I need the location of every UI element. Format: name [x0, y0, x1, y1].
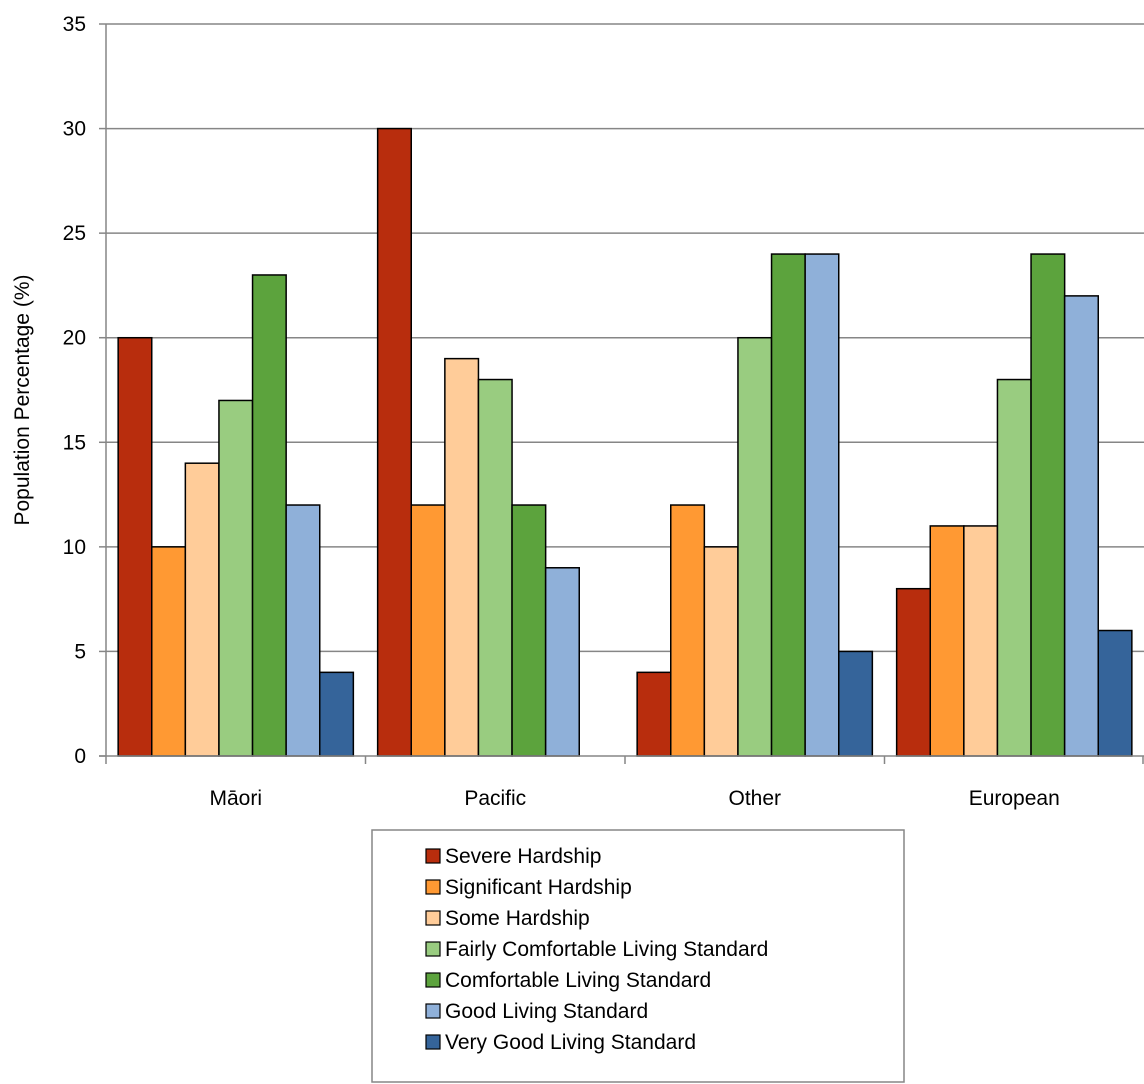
- y-tick-label-20: 20: [63, 327, 86, 350]
- bar-maori-some-hardship: [184, 462, 220, 757]
- y-tick-label-15: 15: [63, 431, 86, 454]
- bar-pacific-fairly-comfortable-living-standard: [477, 378, 513, 757]
- bar-other-severe-hardship: [636, 671, 672, 757]
- legend-swatch-fairly-comfortable-living-standard: [425, 941, 441, 957]
- bar-other-some-hardship: [703, 546, 739, 757]
- legend-label-comfortable-living-standard: Comfortable Living Standard: [445, 969, 711, 992]
- legend-swatch-significant-hardship: [425, 879, 441, 895]
- bar-maori-comfortable-living-standard: [251, 274, 287, 757]
- y-tick-label-0: 0: [74, 745, 86, 768]
- bar-other-fairly-comfortable-living-standard: [737, 336, 773, 757]
- bar-european-severe-hardship: [895, 587, 932, 757]
- bar-pacific-significant-hardship: [410, 504, 446, 757]
- bar-maori-very-good-living-standard: [319, 671, 355, 757]
- x-tick-label-european: European: [969, 787, 1060, 810]
- bar-other-good-living-standard: [804, 253, 840, 757]
- bar-other-very-good-living-standard: [838, 650, 874, 757]
- y-axis-ticks: 0 5 10 15 20 25 30 35: [63, 13, 106, 768]
- bar-other-comfortable-living-standard: [770, 253, 806, 757]
- legend-box: [371, 829, 905, 1083]
- legend-label-some-hardship: Some Hardship: [445, 907, 590, 930]
- legend-items: Severe Hardship Significant Hardship Some …: [425, 845, 768, 1054]
- bar-maori-significant-hardship: [151, 546, 187, 757]
- y-tick-label-10: 10: [63, 536, 86, 559]
- legend-label-fairly-comfortable-living-standard: Fairly Comfortable Living Standard: [445, 938, 768, 961]
- legend: Severe Hardship Significant Hardship Some …: [371, 829, 905, 1083]
- x-tick-label-pacific: Pacific: [464, 787, 526, 810]
- bar-pacific-comfortable-living-standard: [511, 504, 547, 757]
- x-axis-ticks: Māori Pacific Other European: [105, 756, 1144, 810]
- bar-pacific-good-living-standard: [544, 567, 581, 757]
- bar-pacific-severe-hardship: [376, 127, 412, 757]
- y-tick-label-5: 5: [74, 640, 86, 663]
- legend-label-good-living-standard: Good Living Standard: [445, 1000, 648, 1023]
- legend-swatch-severe-hardship: [425, 848, 441, 864]
- axes: [99, 24, 1144, 757]
- x-tick-label-maori: Māori: [209, 787, 262, 810]
- legend-swatch-very-good-living-standard: [425, 1034, 441, 1050]
- bar-european-very-good-living-standard: [1097, 629, 1133, 757]
- x-tick-label-other: Other: [728, 787, 781, 810]
- legend-swatch-comfortable-living-standard: [425, 972, 441, 988]
- bar-maori-good-living-standard: [285, 504, 321, 757]
- bar-other-significant-hardship: [670, 504, 706, 757]
- legend-label-very-good-living-standard: Very Good Living Standard: [445, 1031, 696, 1054]
- legend-label-significant-hardship: Significant Hardship: [445, 876, 632, 899]
- legend-swatch-good-living-standard: [425, 1003, 441, 1019]
- y-axis-title: Population Percentage (%): [11, 275, 34, 526]
- y-tick-label-35: 35: [63, 13, 86, 36]
- bar-maori-fairly-comfortable-living-standard: [218, 399, 254, 757]
- y-tick-label-25: 25: [63, 222, 86, 245]
- bar-european-fairly-comfortable-living-standard: [996, 378, 1032, 757]
- bar-pacific-some-hardship: [444, 357, 480, 757]
- bar-european-good-living-standard: [1063, 295, 1100, 757]
- y-tick-label-30: 30: [63, 118, 86, 141]
- bar-european-significant-hardship: [929, 525, 965, 757]
- legend-swatch-some-hardship: [425, 910, 441, 926]
- bar-european-some-hardship: [963, 525, 999, 757]
- bar-maori-severe-hardship: [117, 336, 153, 757]
- bar-european-comfortable-living-standard: [1030, 253, 1066, 757]
- legend-label-severe-hardship: Severe Hardship: [445, 845, 601, 868]
